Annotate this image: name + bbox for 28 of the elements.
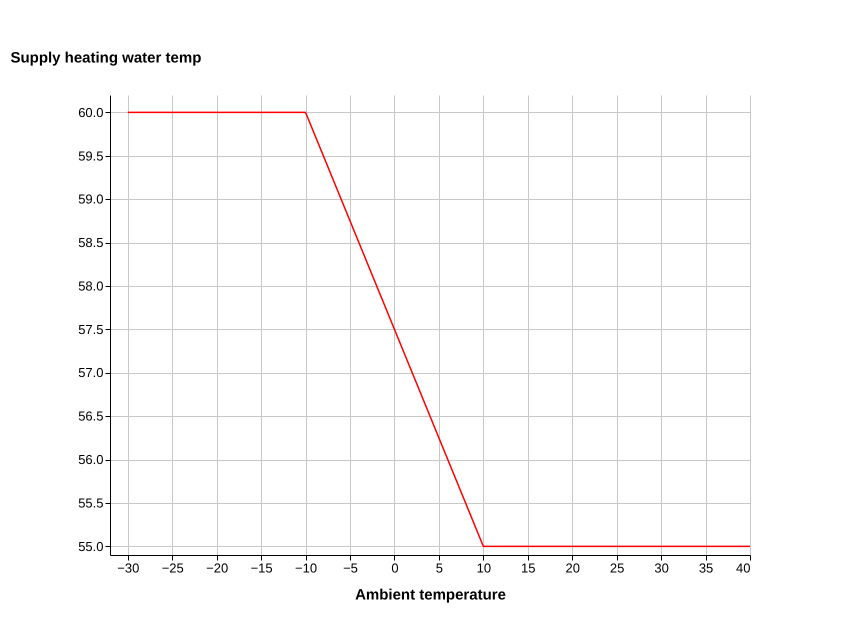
y-tick-label: 57.0 xyxy=(78,365,104,380)
x-tick-label: −10 xyxy=(295,560,318,576)
y-tick-label: 60.0 xyxy=(78,104,104,120)
x-tick-label: 15 xyxy=(521,560,536,576)
x-tick-label: 40 xyxy=(736,560,750,576)
x-tick-label: −30 xyxy=(117,560,140,576)
y-tick-label: 55.0 xyxy=(78,538,104,554)
x-tick-label: 20 xyxy=(565,560,580,576)
x-axis-title: Ambient temperature xyxy=(355,586,506,604)
x-tick-label: −15 xyxy=(250,560,273,576)
x-tick-label: 0 xyxy=(391,560,399,576)
x-tick-label: −25 xyxy=(162,560,184,576)
x-tick-label: 25 xyxy=(610,560,624,576)
y-tick-label: 56.0 xyxy=(78,452,104,468)
y-tick-label: 59.5 xyxy=(78,148,104,164)
x-tick-label: 5 xyxy=(436,560,444,576)
y-tick-label: 56.5 xyxy=(78,408,104,424)
x-tick-label: 35 xyxy=(698,560,714,576)
x-tick-label: −20 xyxy=(206,560,228,576)
x-tick-label: 10 xyxy=(476,560,492,576)
y-tick-label: 59.0 xyxy=(78,192,104,207)
x-tick-label: 30 xyxy=(654,560,669,576)
x-tick-label: −5 xyxy=(343,560,358,576)
y-axis-title: Supply heating water temp xyxy=(10,50,202,66)
y-tick-label: 57.5 xyxy=(78,322,104,337)
y-tick-label: 55.5 xyxy=(78,495,104,510)
y-tick-label: 58.0 xyxy=(78,278,104,294)
y-tick-label: 58.5 xyxy=(78,235,104,250)
